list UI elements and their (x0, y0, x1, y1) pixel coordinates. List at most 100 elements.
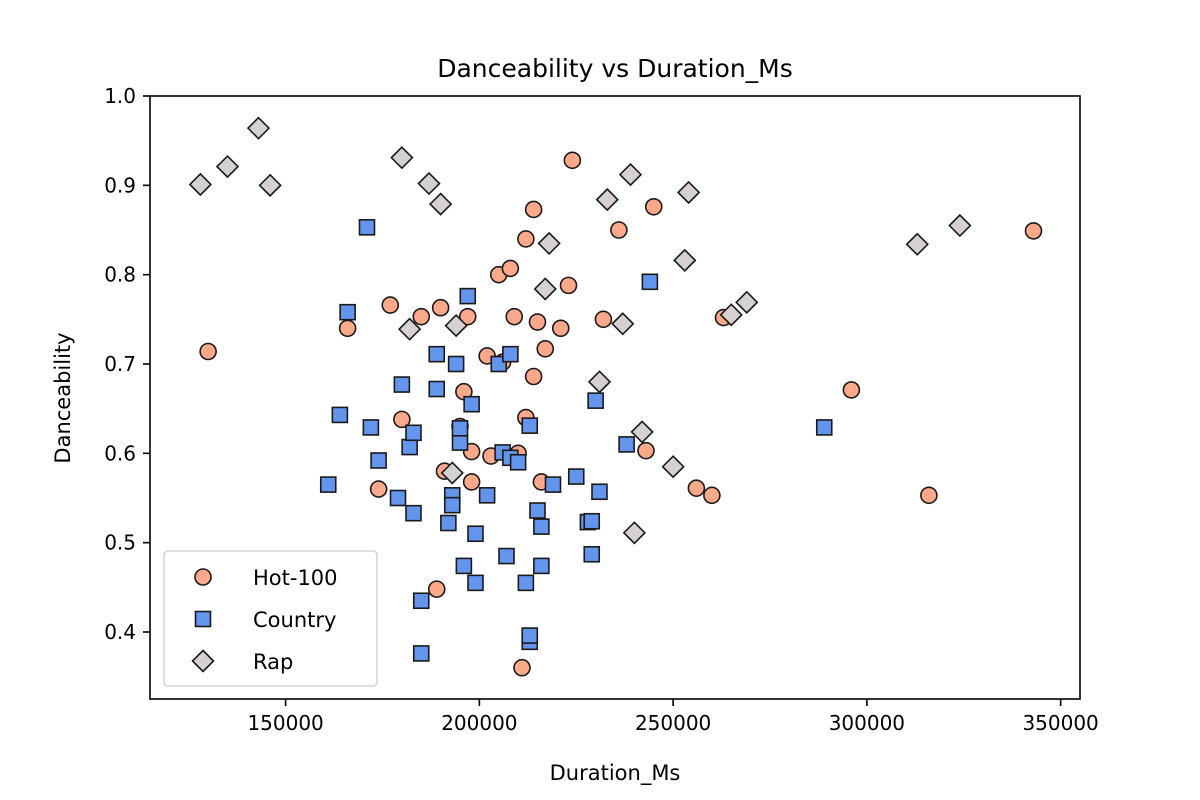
ticks-layer: 150000 200000 250000 300000 350000 0.4 0.5 0.6 0… (104, 84, 1099, 735)
rap-point (905, 232, 929, 256)
country-point (401, 438, 418, 456)
country-point (443, 496, 461, 514)
rap-point (622, 521, 647, 545)
rap-point (215, 154, 240, 179)
rap-point (246, 116, 271, 140)
country-point (583, 512, 601, 530)
country-point (405, 424, 422, 442)
rap-point (676, 180, 701, 205)
rap-point (428, 192, 453, 216)
country-point (412, 592, 430, 610)
rap-point (630, 420, 654, 444)
hot-100-point (462, 473, 481, 491)
country-point (517, 574, 535, 592)
country-point (451, 420, 469, 437)
plot-frame (149, 95, 1081, 700)
rap-point (948, 213, 972, 238)
hot-100-point (610, 221, 628, 239)
country-point (463, 395, 480, 413)
y-tick-label: 0.5 (104, 531, 136, 555)
legend-rap-marker (191, 649, 215, 673)
hot-100-point (513, 658, 531, 677)
hot-100-point (703, 486, 721, 505)
country-point (405, 504, 422, 522)
country-point (591, 483, 608, 501)
legend: Hot-100 Country Rap (163, 550, 378, 687)
country-point (451, 434, 469, 451)
country-point (389, 489, 407, 507)
country-point (533, 518, 550, 535)
hot-100-point (369, 480, 388, 498)
hot-100-point (559, 276, 578, 295)
legend-hot-100-label: Hot-100 (253, 566, 338, 590)
legend-country-marker (194, 610, 212, 628)
country-point (587, 392, 604, 409)
rap-point (587, 370, 612, 394)
rap-point (537, 231, 561, 256)
legend-rap-label: Rap (253, 650, 293, 674)
y-tick-label: 0.8 (104, 263, 136, 287)
rap-point (719, 303, 743, 327)
country-point (428, 380, 446, 398)
hot-100-point (505, 307, 524, 326)
y-tick-label: 1.0 (104, 84, 136, 108)
country-point (319, 476, 337, 493)
rap-point (440, 461, 464, 485)
rap-point (397, 317, 422, 341)
x-tick-label: 300000 (829, 711, 905, 735)
x-tick-label: 200000 (441, 711, 517, 735)
y-tick-label: 0.7 (104, 352, 136, 376)
x-tick-label: 150000 (247, 711, 323, 735)
country-point (412, 645, 430, 662)
country-point (521, 417, 539, 434)
country-point (467, 574, 484, 592)
country-point (641, 273, 659, 291)
x-tick-label: 350000 (1022, 711, 1098, 735)
hot-100-point (594, 310, 613, 329)
hot-100-point (524, 367, 543, 386)
country-point (567, 468, 585, 485)
country-point (331, 406, 349, 424)
rap-point (444, 313, 468, 338)
rap-point (188, 172, 213, 197)
rap-point (611, 312, 635, 336)
rap-point (661, 455, 685, 479)
country-point (502, 345, 519, 363)
country-point (583, 545, 601, 563)
hot-100-point (431, 298, 450, 317)
country-point (447, 355, 465, 373)
country-point (358, 219, 376, 236)
hot-100-point (842, 381, 861, 399)
y-tick-label: 0.6 (104, 441, 136, 465)
points-layer (188, 116, 1043, 677)
hot-100-point (528, 313, 547, 331)
hot-100-point (536, 340, 555, 358)
rap-point (258, 173, 282, 197)
legend-country-label: Country (253, 608, 336, 632)
rap-point (390, 146, 414, 170)
country-point (370, 452, 387, 469)
hot-100-point (338, 319, 357, 338)
country-point (428, 345, 446, 363)
hot-100-point (427, 580, 446, 598)
y-axis-label: Danceability (51, 332, 75, 463)
hot-100-point (551, 319, 570, 338)
rap-point (533, 277, 557, 301)
country-point (339, 303, 356, 321)
x-axis-label: Duration_Ms (550, 761, 681, 786)
hot-100-point (501, 259, 520, 278)
hot-100-point (412, 307, 431, 326)
country-point (521, 627, 539, 644)
country-point (455, 557, 473, 575)
rap-point (595, 187, 619, 212)
country-point (459, 287, 477, 305)
hot-100-point (517, 230, 535, 248)
hot-100-point (687, 479, 706, 497)
x-tick-label: 250000 (635, 711, 711, 735)
rap-point (618, 162, 643, 187)
hot-100-point (199, 342, 217, 361)
hot-100-point (393, 410, 411, 429)
rap-point (735, 290, 759, 314)
chart-title: Danceability vs Duration_Ms (437, 54, 793, 83)
